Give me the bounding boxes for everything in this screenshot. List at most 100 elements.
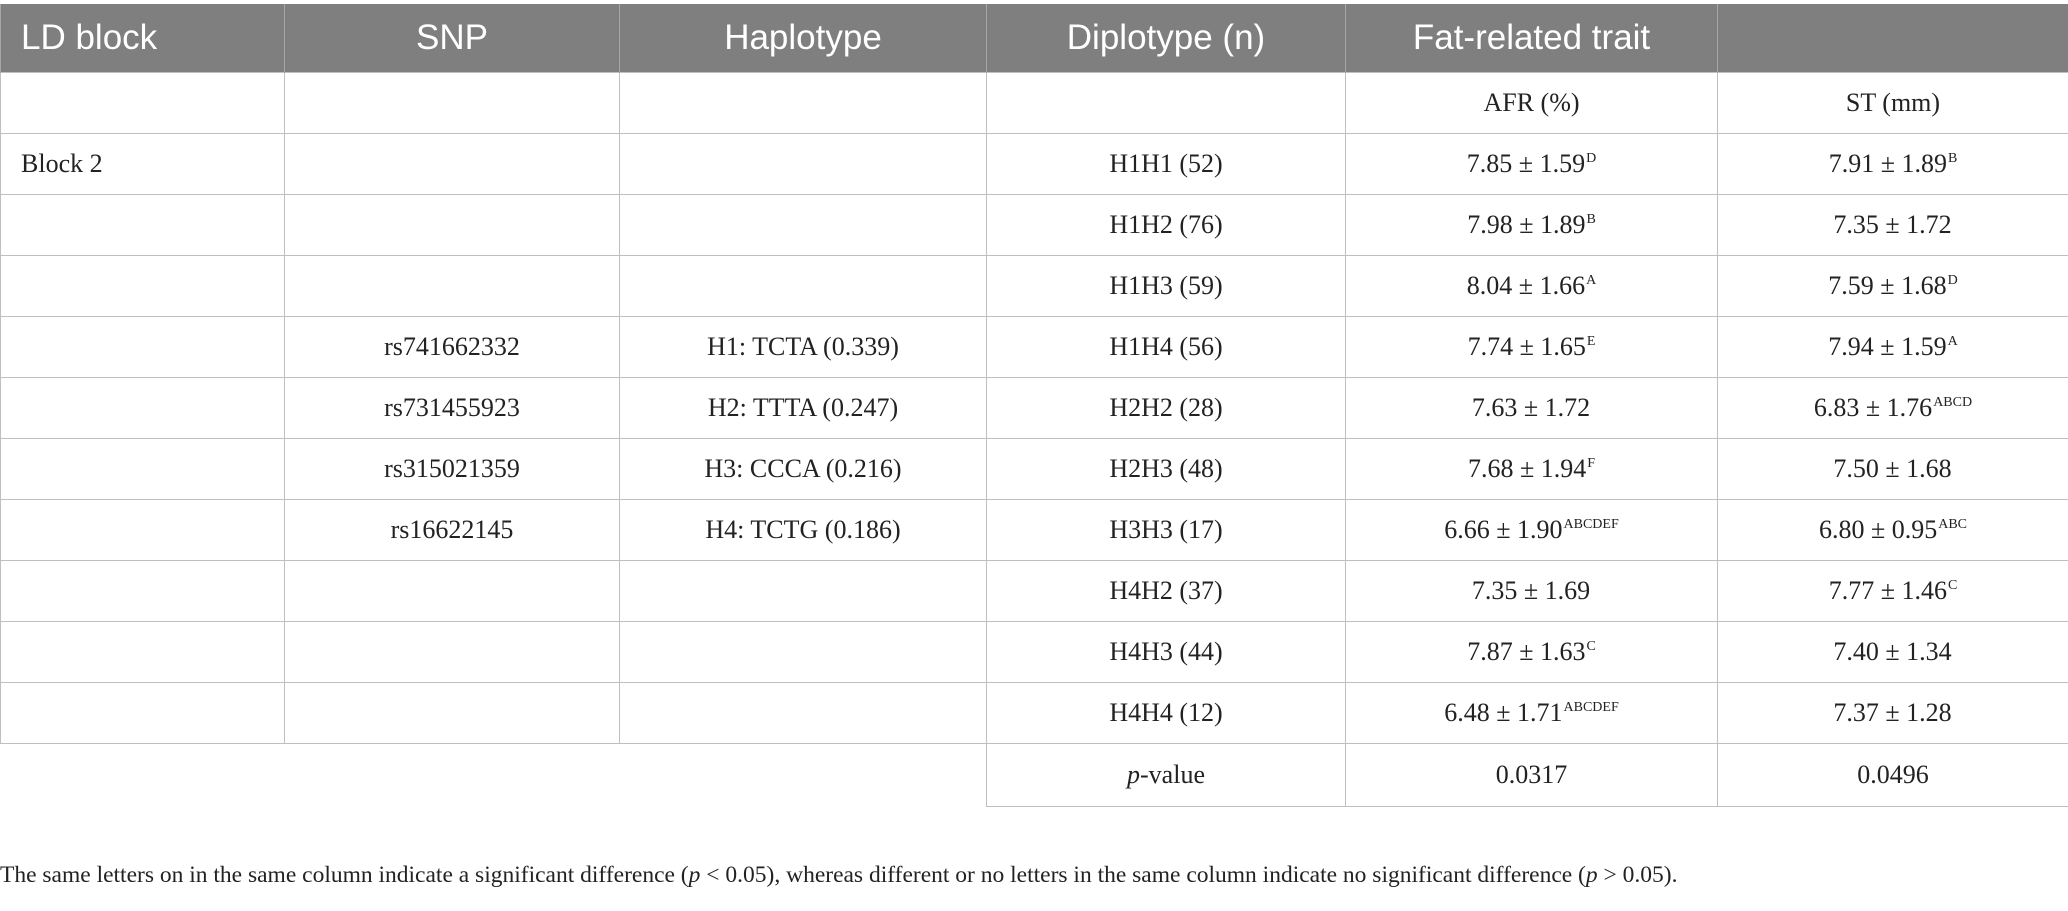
snp-cell (284, 133, 620, 195)
ld-block-cell (0, 377, 285, 439)
ld-block-cell (0, 194, 285, 256)
subheader-row: AFR (%) ST (mm) (0, 72, 2068, 134)
footnote-text-1: The same letters on in the same column i… (0, 862, 689, 888)
haplotype-cell (619, 255, 987, 317)
st-cell-value: 6.80 ± 0.95 (1818, 515, 1938, 544)
subheader-cell (986, 72, 1346, 134)
table-row: H4H2 (37) 7.35 ± 1.69 7.77 ± 1.46C (0, 560, 2068, 622)
table-row: rs315021359 H3: CCCA (0.216) H2H3 (48) 7.68… (0, 438, 2068, 500)
snp-cell-value: rs16622145 (390, 515, 514, 544)
diplotype-cell: H2H2 (28) (986, 377, 1346, 439)
snp-cell (284, 621, 620, 683)
diplotype-cell-value: H4H2 (37) (1109, 576, 1223, 605)
afr-cell-significance-letters: ABCDEF (1563, 700, 1619, 715)
afr-cell: 8.04 ± 1.66A (1345, 255, 1718, 317)
haplotype-cell-value: H4: TCTG (0.186) (705, 515, 901, 544)
snp-cell (284, 255, 620, 317)
st-cell-value: 6.83 ± 1.76 (1813, 393, 1933, 422)
st-cell: 7.35 ± 1.72 (1717, 194, 2068, 256)
diplotype-cell: H1H1 (52) (986, 133, 1346, 195)
table-row: H1H2 (76) 7.98 ± 1.89B 7.35 ± 1.72 (0, 194, 2068, 256)
haplotype-cell (619, 682, 987, 744)
diplotype-cell-value: H4H4 (12) (1109, 698, 1223, 727)
pvalue-label-italic: p (1127, 760, 1141, 789)
st-cell-value: 7.50 ± 1.68 (1833, 454, 1952, 483)
st-cell-significance-letters: A (1947, 334, 1958, 349)
footnote-text-3: > 0.05). (1597, 862, 1678, 888)
afr-cell-value: 7.87 ± 1.63 (1467, 637, 1586, 666)
ld-block-cell (0, 438, 285, 500)
pvalue-empty-cell (1, 744, 285, 807)
st-cell-value: 7.94 ± 1.59 (1828, 332, 1947, 361)
subheader-afr: AFR (%) (1345, 72, 1718, 134)
afr-cell: 7.85 ± 1.59D (1345, 133, 1718, 195)
ld-block-cell (0, 682, 285, 744)
diplotype-cell-value: H1H2 (76) (1109, 210, 1223, 239)
table-row: rs741662332 H1: TCTA (0.339) H1H4 (56) 7.74… (0, 316, 2068, 378)
afr-cell-significance-letters: B (1586, 212, 1596, 227)
afr-cell-value: 6.66 ± 1.90 (1444, 515, 1563, 544)
diplotype-cell: H1H4 (56) (986, 316, 1346, 378)
haplotype-cell (619, 621, 987, 683)
ld-block-cell (0, 560, 285, 622)
haplotype-cell-value: H3: CCCA (0.216) (704, 454, 902, 483)
afr-cell-value: 7.98 ± 1.89 (1467, 210, 1586, 239)
diplotype-cell: H1H3 (59) (986, 255, 1346, 317)
table-header: LD block SNP Haplotype Diplotype (n) Fat… (0, 4, 2068, 73)
pvalue-afr: 0.0317 (1345, 743, 1718, 807)
afr-cell: 7.63 ± 1.72 (1345, 377, 1718, 439)
subheader-cell (619, 72, 987, 134)
st-cell: 7.40 ± 1.34 (1717, 621, 2068, 683)
table-row: H4H4 (12) 6.48 ± 1.71ABCDEF 7.37 ± 1.28 (0, 682, 2068, 744)
afr-cell-value: 6.48 ± 1.71 (1444, 698, 1563, 727)
st-cell-value: 7.77 ± 1.46 (1828, 576, 1947, 605)
diplotype-cell-value: H1H4 (56) (1109, 332, 1223, 361)
st-cell-significance-letters: C (1947, 578, 1958, 593)
st-cell-significance-letters: B (1947, 151, 1958, 166)
afr-cell-significance-letters: D (1586, 151, 1597, 166)
afr-cell-value: 7.63 ± 1.72 (1471, 393, 1591, 422)
diplotype-cell-value: H1H1 (52) (1109, 149, 1223, 178)
subheader-st: ST (mm) (1717, 72, 2068, 134)
st-cell-value: 7.40 ± 1.34 (1833, 637, 1952, 666)
st-cell: 7.37 ± 1.28 (1717, 682, 2068, 744)
haplotype-cell: H3: CCCA (0.216) (619, 438, 987, 500)
afr-cell-significance-letters: A (1586, 273, 1597, 288)
header-diplotype: Diplotype (n) (986, 4, 1346, 73)
haplotype-cell: H1: TCTA (0.339) (619, 316, 987, 378)
subheader-cell (284, 72, 620, 134)
pvalue-label: p-value (986, 743, 1346, 807)
pvalue-label-rest: -value (1140, 760, 1205, 789)
st-cell-significance-letters: ABC (1938, 517, 1968, 532)
afr-cell: 7.35 ± 1.69 (1345, 560, 1718, 622)
footnote-text-2: < 0.05), whereas different or no letters… (700, 862, 1586, 888)
afr-cell-significance-letters: E (1586, 334, 1596, 349)
ld-block-cell (0, 255, 285, 317)
diplotype-cell-value: H4H3 (44) (1109, 637, 1223, 666)
afr-cell-value: 7.35 ± 1.69 (1471, 576, 1591, 605)
snp-cell (284, 194, 620, 256)
diplotype-cell-value: H3H3 (17) (1109, 515, 1223, 544)
snp-cell-value: rs731455923 (384, 393, 520, 422)
st-cell-value: 7.37 ± 1.28 (1833, 698, 1952, 727)
diplotype-table: LD block SNP Haplotype Diplotype (n) Fat… (0, 4, 2068, 807)
st-cell-value: 7.91 ± 1.89 (1828, 149, 1947, 178)
pvalue-row: p-value 0.0317 0.0496 (1, 743, 2068, 807)
table-footnote: The same letters on in the same column i… (0, 862, 1677, 889)
table-body: AFR (%) ST (mm) Block 2 H1H1 (52) 7.85 ± 1… (0, 72, 2068, 744)
table-row: H1H3 (59) 8.04 ± 1.66A 7.59 ± 1.68D (0, 255, 2068, 317)
afr-cell: 7.74 ± 1.65E (1345, 316, 1718, 378)
st-cell: 7.50 ± 1.68 (1717, 438, 2068, 500)
ld-block-cell (0, 316, 285, 378)
st-cell-significance-letters: D (1947, 273, 1958, 288)
afr-cell-value: 7.74 ± 1.65 (1467, 332, 1586, 361)
snp-cell: rs16622145 (284, 499, 620, 561)
afr-cell-significance-letters: F (1587, 456, 1596, 471)
snp-cell: rs315021359 (284, 438, 620, 500)
table-row: Block 2 H1H1 (52) 7.85 ± 1.59D 7.91 ± 1.89B (0, 133, 2068, 195)
afr-cell: 7.68 ± 1.94F (1345, 438, 1718, 500)
header-ld-block: LD block (0, 4, 285, 73)
diplotype-cell-value: H2H3 (48) (1109, 454, 1223, 483)
diplotype-cell-value: H1H3 (59) (1109, 271, 1223, 300)
afr-cell: 7.87 ± 1.63C (1345, 621, 1718, 683)
